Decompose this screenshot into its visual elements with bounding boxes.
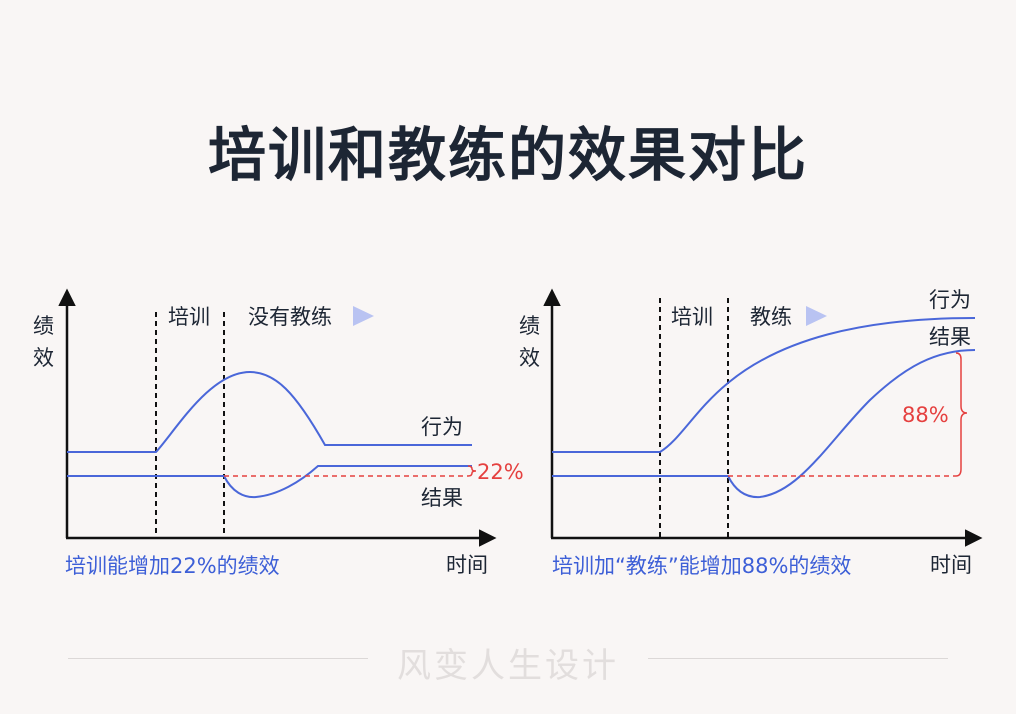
result-label: 结果 — [421, 486, 463, 510]
footer-divider-right — [648, 658, 948, 659]
left-panel: 绩 效 时间 培训 没有教练 22% 行为 结果 培训能增加22%的绩效 — [33, 288, 524, 578]
behavior-label: 行为 — [929, 288, 971, 312]
phase-label-training: 培训 — [671, 305, 713, 329]
footer-divider-left — [68, 658, 368, 659]
gain-brace — [467, 465, 477, 477]
result-label: 结果 — [929, 325, 971, 349]
play-arrow-icon — [353, 306, 374, 326]
phase-label-training: 培训 — [168, 305, 210, 329]
panel-caption: 培训加“教练”能增加88%的绩效 — [552, 554, 851, 578]
y-axis-label-top: 绩 — [33, 314, 54, 338]
result-curve — [67, 465, 472, 499]
behavior-label: 行为 — [421, 415, 463, 439]
footer-watermark: 风变人生设计 — [397, 646, 619, 686]
result-curve — [552, 349, 976, 499]
page-title: 培训和教练的效果对比 — [207, 121, 808, 189]
behavior-curve — [552, 317, 976, 453]
y-axis-label-bottom: 效 — [33, 346, 54, 370]
y-axis-label-top: 绩 — [519, 314, 540, 338]
y-axis-label-bottom: 效 — [519, 346, 540, 370]
gain-brace — [955, 352, 968, 477]
panel-caption: 培训能增加22%的绩效 — [65, 554, 280, 578]
gain-percentage-label: 22% — [477, 460, 524, 484]
phase-label-no-coaching: 没有教练 — [248, 305, 332, 329]
phase-label-coaching: 教练 — [750, 305, 792, 329]
behavior-curve — [67, 370, 472, 453]
play-arrow-icon — [806, 306, 827, 326]
right-panel: 绩 效 时间 培训 教练 88% 行为 结果 培训加“教练”能增加88%的绩效 — [519, 288, 983, 578]
x-axis-label: 时间 — [930, 553, 972, 577]
x-axis-label: 时间 — [446, 553, 488, 577]
gain-percentage-label: 88% — [902, 403, 949, 427]
